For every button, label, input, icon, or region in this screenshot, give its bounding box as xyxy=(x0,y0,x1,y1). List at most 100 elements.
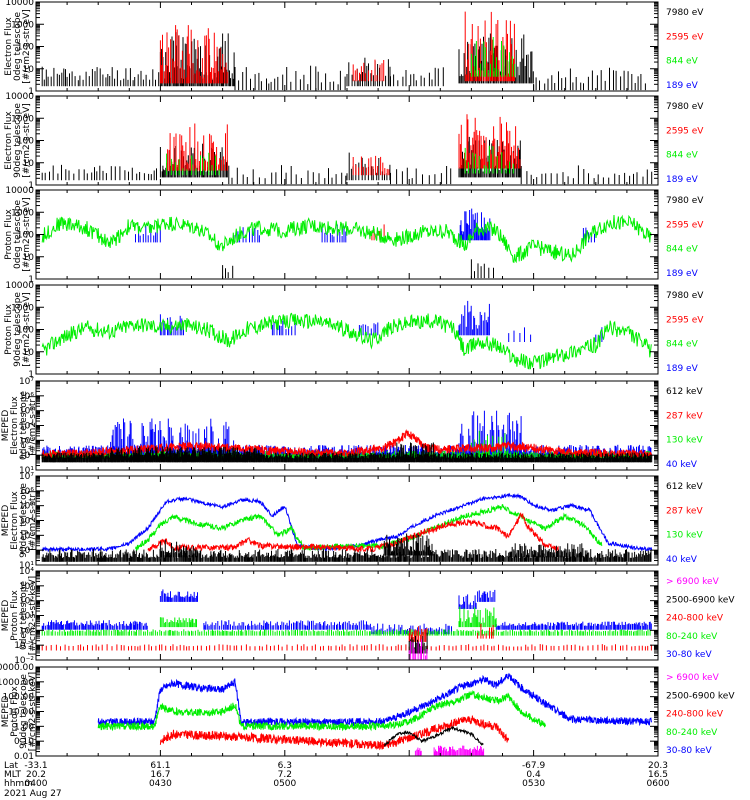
legend-entry: 2595 eV xyxy=(666,220,704,230)
y-tick-label: 10 xyxy=(23,348,35,358)
legend-entry: 287 keV xyxy=(666,411,703,421)
y-ticks-p3 xyxy=(36,189,658,280)
series-green-p3 xyxy=(41,214,652,264)
line-red xyxy=(41,428,653,460)
series-green-p4 xyxy=(41,312,652,370)
plot-area-p2 xyxy=(41,114,653,185)
y-tick-labels-p5: 10¹ 10² 10³ 10⁴ 10⁵ 10⁶ 10⁷ xyxy=(19,377,34,476)
y-tick-labels-p1: 1 10 100 1000 10000 xyxy=(5,0,34,97)
y-tick-label: 10000 xyxy=(5,0,34,8)
y-tick-label: 10000 xyxy=(5,92,34,102)
series-red-p5 xyxy=(41,428,653,460)
y-tick-label: 1000 xyxy=(11,20,34,30)
y-tick-label: 10⁴ xyxy=(19,422,34,432)
y-ticks-p4 xyxy=(36,284,658,375)
line-green xyxy=(41,312,652,370)
series-green-p2 xyxy=(166,145,514,176)
y-axis-label: 0deg telescope xyxy=(13,12,23,82)
y-tick-label: 1 xyxy=(28,370,34,380)
series-black-p3 xyxy=(222,259,494,279)
legend-entry: 2595 eV xyxy=(666,315,704,325)
y-axis-label: [#/cm2-s-str-eV] xyxy=(22,9,32,84)
y-axis-label: Electron Flux xyxy=(4,17,14,76)
legend-entry: 7980 eV xyxy=(666,102,704,112)
y-tick-label: 100 xyxy=(17,326,34,336)
y-tick-label: 100 xyxy=(17,137,34,147)
plot-area-p5 xyxy=(41,410,653,463)
legend-entry: 7980 eV xyxy=(666,8,704,18)
y-tick-label: 1 xyxy=(28,275,34,285)
line-green xyxy=(41,214,652,264)
y-ticks-p5 xyxy=(36,380,658,471)
y-tick-label: 1 xyxy=(28,181,34,191)
plot-area-p6 xyxy=(41,492,653,562)
panel-p2: 1 10 100 1000 10000 Electron Flux 90deg telesc… xyxy=(4,92,704,191)
series-green-p1 xyxy=(470,37,516,77)
y-tick-label: 1 xyxy=(28,87,34,97)
y-axis-label: [#/cm2-s-str] xyxy=(28,395,38,455)
panel-p4: 1 10 100 1000 10000 Proton Flux 90deg telescop… xyxy=(4,281,704,380)
y-tick-label: 1000 xyxy=(11,114,34,124)
legend-entry: 189 eV xyxy=(666,175,699,185)
y-axis-label: 0deg telescope xyxy=(13,200,23,270)
series-red-p6 xyxy=(147,512,559,553)
legend-entry: 612 keV xyxy=(666,387,703,397)
legend-entry: 7980 eV xyxy=(666,291,704,301)
y-tick-label: 1000 xyxy=(11,303,34,313)
y-axis-label: Proton Flux xyxy=(4,304,14,355)
y-tick-label: 10⁶ xyxy=(19,392,34,402)
y-axis-label: [#/cm2-s-str-eV] xyxy=(22,197,32,272)
y-tick-label: 100 xyxy=(17,231,34,241)
y-tick-labels-p3: 1 10 100 1000 10000 xyxy=(5,186,34,285)
y-tick-label: 10 xyxy=(23,65,35,75)
y-axis-label: [#/cm2-s-str-eV] xyxy=(22,103,32,178)
y-tick-label: 10 xyxy=(23,253,35,263)
y-axis-label: Electron Flux xyxy=(10,396,20,455)
y-tick-label: 10000 xyxy=(5,281,34,291)
plot-area-p4 xyxy=(41,300,652,370)
panel-p3: 1 10 100 1000 10000 Proton Flux 0deg telescope… xyxy=(4,186,704,285)
plot-area-p3 xyxy=(41,208,652,279)
legend-entry: 844 eV xyxy=(666,57,699,67)
legend-entry: 189 eV xyxy=(666,364,699,374)
legend-entry: 189 eV xyxy=(666,81,699,91)
y-tick-label: 100 xyxy=(17,43,34,53)
y-tick-label: 1000 xyxy=(11,208,34,218)
line-red xyxy=(147,512,559,553)
legend-entry: 7980 eV xyxy=(666,196,704,206)
y-axis-label: Electron Flux xyxy=(4,111,14,170)
y-tick-label: 10⁷ xyxy=(19,377,34,387)
plot-area-p1 xyxy=(41,11,646,91)
legend-entry: 844 eV xyxy=(666,340,699,350)
y-tick-label: 10¹ xyxy=(19,466,34,476)
series-black-p6 xyxy=(41,533,652,562)
y-tick-label: 10² xyxy=(19,451,34,461)
y-tick-labels-p2: 1 10 100 1000 10000 xyxy=(5,92,34,191)
y-axis-label: 90deg telescope xyxy=(13,103,23,178)
y-axis-label: Proton Flux xyxy=(4,209,14,260)
y-ticks-p1 xyxy=(36,1,658,92)
y-tick-label: 10000 xyxy=(5,186,34,196)
legend-entry: 40 keV xyxy=(666,460,698,470)
legend-entry: 2595 eV xyxy=(666,32,704,42)
y-axis-label: 0deg telescope xyxy=(19,391,29,461)
panel-p1: 1 10 100 1000 10000 Electron Flux 0deg telesco… xyxy=(4,0,704,97)
series-black-p5 xyxy=(41,442,653,463)
panel-p5: 10¹ 10² 10³ 10⁴ 10⁵ 10⁶ 10⁷ MEPED Electron Flux 0… xyxy=(1,377,703,476)
y-axis-label: 90deg telescope xyxy=(13,292,23,367)
legend-entry: 844 eV xyxy=(666,151,699,161)
legend-entry: 189 eV xyxy=(666,269,699,279)
legend-entry: 130 keV xyxy=(666,436,703,446)
y-axis-label: [#/cm2-s-str-eV] xyxy=(22,292,32,367)
y-axis-label: MEPED xyxy=(1,410,11,442)
legend-entry: 2595 eV xyxy=(666,126,704,136)
y-tick-label: 10³ xyxy=(19,436,34,446)
legend-entry: 844 eV xyxy=(666,245,699,255)
y-tick-labels-p4: 1 10 100 1000 10000 xyxy=(5,281,34,380)
y-tick-label: 10⁵ xyxy=(19,407,34,417)
y-ticks-p2 xyxy=(36,95,658,186)
